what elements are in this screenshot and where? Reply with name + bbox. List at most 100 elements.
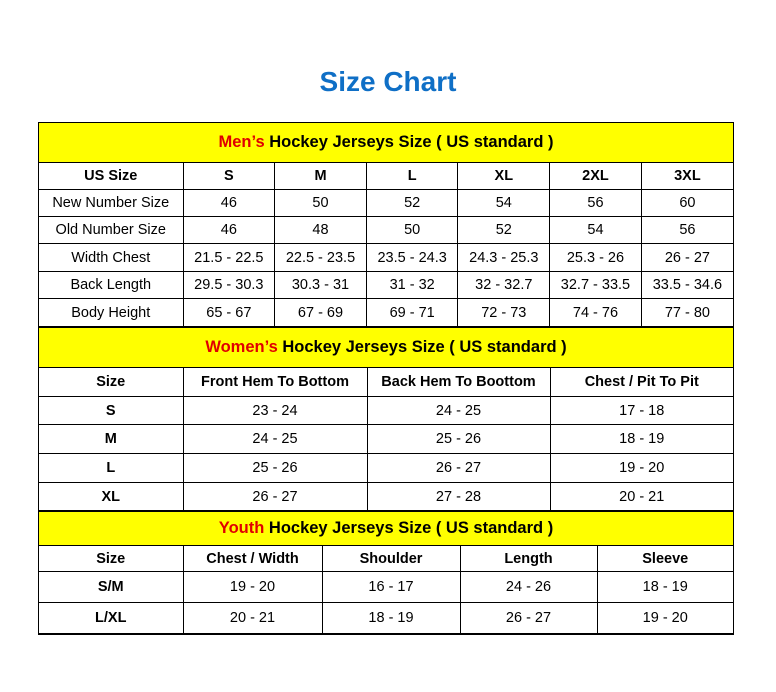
table-row: M 24 - 25 25 - 26 18 - 19	[39, 424, 733, 454]
row-label: S/M	[39, 571, 184, 603]
table-cell: 29.5 - 30.3	[182, 271, 276, 299]
women-heading-text: Hockey Jerseys Size ( US standard )	[277, 338, 567, 356]
column-header: US Size	[39, 162, 184, 190]
column-header-label: Sleeve	[642, 550, 689, 567]
table-cell: 18 - 19	[549, 424, 733, 454]
column-header: S	[182, 162, 276, 190]
column-header: 3XL	[640, 162, 733, 190]
table-cell: 54	[457, 189, 551, 217]
column-header: Length	[459, 545, 598, 572]
table-cell: 23.5 - 24.3	[365, 243, 459, 272]
table-cell: 17 - 18	[549, 396, 733, 425]
column-header-label: M	[314, 168, 327, 184]
column-header-label: S	[223, 168, 234, 184]
column-header-label: XL	[494, 168, 514, 184]
row-label: M	[39, 424, 184, 454]
table-cell: 72 - 73	[457, 298, 551, 327]
row-label: Back Length	[39, 271, 184, 299]
table-cell: 30.3 - 31	[274, 271, 367, 299]
table-row: Body Height 65 - 67 67 - 69 69 - 71 72 - 73 7…	[39, 298, 733, 327]
size-chart: Men’s Hockey Jerseys Size ( US standard …	[38, 122, 734, 635]
table-cell: 20 - 21	[549, 482, 733, 511]
table-cell: 22.5 - 23.5	[274, 243, 367, 272]
table-row: XL 26 - 27 27 - 28 20 - 21	[39, 482, 733, 511]
table-cell: 16 - 17	[321, 571, 461, 603]
table-row: Old Number Size 46 48 50 52 54 56	[39, 216, 733, 244]
table-cell: 67 - 69	[274, 298, 367, 327]
column-header: Shoulder	[321, 545, 461, 572]
table-cell: 69 - 71	[365, 298, 459, 327]
column-header-label: L	[407, 168, 417, 184]
row-label: Body Height	[39, 298, 184, 327]
column-header-label: Shoulder	[359, 550, 423, 567]
column-header-label: Length	[504, 550, 553, 567]
column-header: Size	[39, 545, 184, 572]
column-header: Front Hem To Bottom	[182, 367, 368, 397]
table-cell: 24 - 26	[459, 571, 598, 603]
column-header: Sleeve	[596, 545, 733, 572]
column-header-label: Size	[96, 550, 126, 567]
table-cell: 33.5 - 34.6	[640, 271, 733, 299]
column-header: Size	[39, 367, 184, 397]
table-row: Width Chest 21.5 - 22.5 22.5 - 23.5 23.5 - …	[39, 243, 733, 272]
table-row: S/M 19 - 20 16 - 17 24 - 26 18 - 19	[39, 571, 733, 603]
table-cell: 21.5 - 22.5	[182, 243, 276, 272]
table-cell: 23 - 24	[182, 396, 368, 425]
table-cell: 25.3 - 26	[549, 243, 642, 272]
men-heading-text: Hockey Jerseys Size ( US standard )	[264, 133, 554, 151]
table-cell: 32.7 - 33.5	[549, 271, 642, 299]
table-cell: 25 - 26	[366, 424, 551, 454]
table-cell: 54	[549, 216, 642, 244]
table-cell: 26 - 27	[366, 453, 551, 483]
table-cell: 56	[640, 216, 733, 244]
table-cell: 25 - 26	[182, 453, 368, 483]
men-section-heading: Men’s Hockey Jerseys Size ( US standard …	[39, 123, 733, 162]
table-cell: 48	[274, 216, 367, 244]
page-title: Size Chart	[319, 66, 457, 97]
table-row: Back Length 29.5 - 30.3 30.3 - 31 31 - 32 32…	[39, 271, 733, 299]
table-cell: 74 - 76	[549, 298, 642, 327]
table-cell: 46	[182, 216, 276, 244]
women-header-row: Size Front Hem To Bottom Back Hem To Boott…	[39, 367, 733, 397]
column-header-label: US Size	[84, 168, 138, 184]
row-label: S	[39, 396, 184, 425]
column-header-label: 3XL	[674, 168, 701, 184]
table-cell: 65 - 67	[182, 298, 276, 327]
table-cell: 20 - 21	[182, 602, 323, 634]
youth-section-heading: Youth Hockey Jerseys Size ( US standard …	[39, 511, 733, 545]
women-table: Size Front Hem To Bottom Back Hem To Boott…	[39, 367, 733, 511]
row-label: Old Number Size	[39, 216, 184, 244]
table-cell: 26 - 27	[459, 602, 598, 634]
column-header-label: Chest / Pit To Pit	[584, 374, 699, 390]
table-cell: 50	[365, 216, 459, 244]
column-header: M	[274, 162, 367, 190]
table-cell: 46	[182, 189, 276, 217]
table-cell: 19 - 20	[549, 453, 733, 483]
table-cell: 31 - 32	[365, 271, 459, 299]
table-row: L/XL 20 - 21 18 - 19 26 - 27 19 - 20	[39, 602, 733, 634]
column-header: XL	[457, 162, 551, 190]
table-cell: 77 - 80	[640, 298, 733, 327]
men-table: US Size S M L XL 2XL 3XL New Number Size 46 50 52 5…	[39, 162, 733, 327]
table-cell: 52	[457, 216, 551, 244]
table-cell: 26 - 27	[640, 243, 733, 272]
table-cell: 26 - 27	[182, 482, 368, 511]
table-cell: 19 - 20	[596, 602, 733, 634]
youth-header-row: Size Chest / Width Shoulder Length Sleeve	[39, 545, 733, 572]
table-cell: 24.3 - 25.3	[457, 243, 551, 272]
table-cell: 27 - 28	[366, 482, 551, 511]
youth-table: Size Chest / Width Shoulder Length Sleeve S/M…	[39, 545, 733, 634]
column-header-label: Front Hem To Bottom	[201, 374, 349, 390]
row-label: L/XL	[39, 602, 184, 634]
youth-heading-text: Hockey Jerseys Size ( US standard )	[264, 519, 554, 537]
column-header: Chest / Pit To Pit	[549, 367, 733, 397]
row-label: Width Chest	[39, 243, 184, 272]
table-row: New Number Size 46 50 52 54 56 60	[39, 189, 733, 217]
table-cell: 52	[365, 189, 459, 217]
table-row: L 25 - 26 26 - 27 19 - 20	[39, 453, 733, 483]
table-cell: 18 - 19	[321, 602, 461, 634]
column-header-label: Size	[96, 374, 126, 390]
table-cell: 18 - 19	[596, 571, 733, 603]
table-cell: 60	[640, 189, 733, 217]
table-row: S 23 - 24 24 - 25 17 - 18	[39, 396, 733, 425]
